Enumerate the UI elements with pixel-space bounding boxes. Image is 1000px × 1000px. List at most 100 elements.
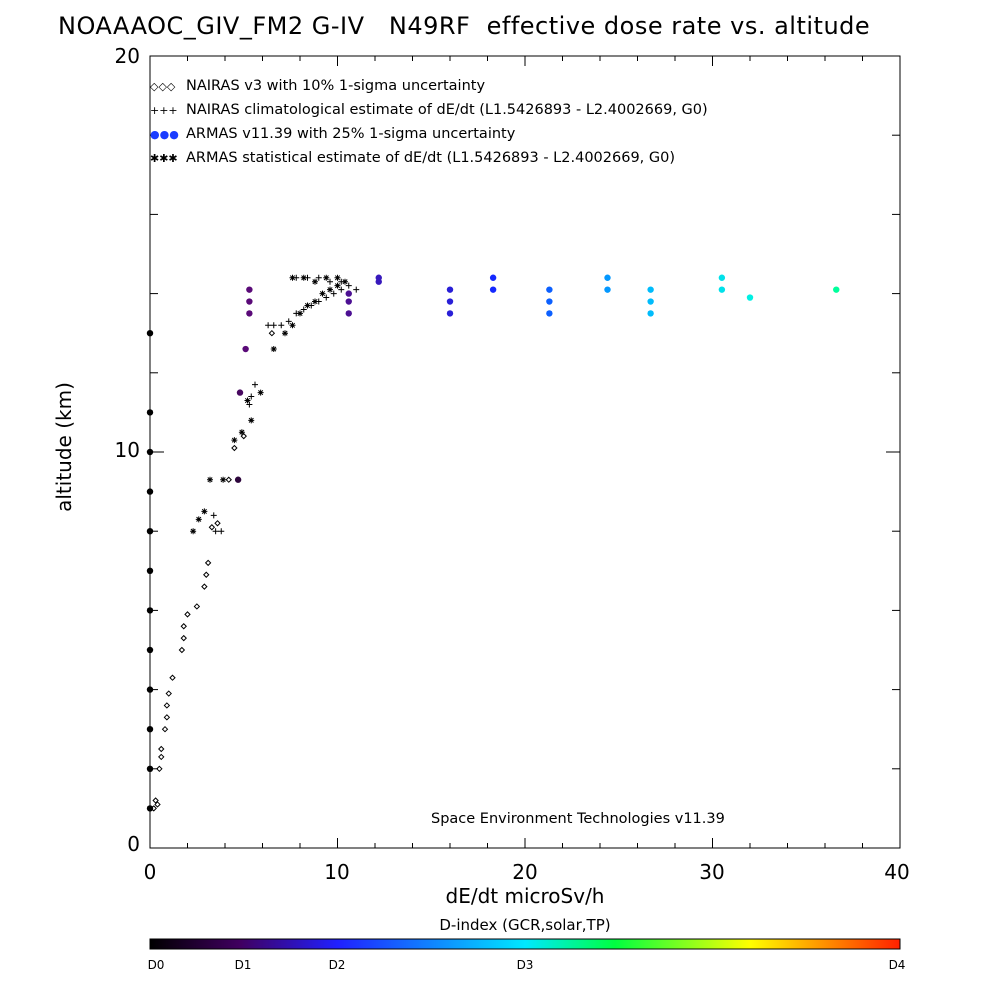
nairas-diamond-point — [231, 444, 238, 452]
y-tick-label: 20 — [114, 44, 140, 68]
armas-dot-point — [246, 298, 253, 305]
armas-dot-point — [647, 286, 654, 293]
armas-dot-point — [146, 488, 154, 495]
armas-dot-point — [718, 274, 726, 281]
nairas-diamond-point — [163, 714, 171, 721]
y-tick-label: 0 — [127, 832, 140, 856]
armas-dot-point — [146, 607, 154, 614]
nairas-diamond-point — [193, 603, 201, 610]
nairas-plus-point — [252, 381, 258, 388]
nairas-diamond-point — [163, 702, 171, 709]
armas-dot-point — [546, 298, 553, 305]
armas-dot-point — [647, 298, 654, 305]
armas-dot-point — [345, 290, 352, 297]
armas-dot-point — [234, 476, 242, 483]
armas-dot-point — [146, 528, 154, 535]
armas-dot-point — [146, 330, 154, 337]
armas-asterisk-point — [231, 437, 238, 444]
nairas-plus-point — [330, 290, 337, 297]
armas-asterisk-point — [201, 508, 208, 515]
y-tick-label: 10 — [114, 438, 140, 462]
nairas-diamond-point — [169, 674, 176, 681]
armas-asterisk-point — [195, 516, 202, 523]
credit-annotation: Space Environment Technologies v11.39 — [431, 811, 725, 827]
armas-asterisk-point — [327, 286, 333, 293]
nairas-diamond-point — [208, 524, 216, 531]
armas-asterisk-point — [257, 389, 264, 396]
nairas-diamond-point — [154, 801, 161, 808]
armas-asterisk-point — [220, 476, 227, 483]
armas-dot-point — [718, 286, 726, 293]
armas-dot-point — [146, 567, 154, 574]
nairas-plus-point — [265, 322, 272, 329]
armas-dot-point — [345, 310, 352, 317]
legend-entry: +++ NAIRAS climatological estimate of dE… — [150, 98, 708, 122]
legend: ◇◇◇ NAIRAS v3 with 10% 1-sigma uncertain… — [150, 74, 708, 170]
armas-asterisk-point — [289, 322, 296, 329]
colorbar-title: D-index (GCR,solar,TP) — [439, 916, 611, 934]
armas-dot-point — [246, 286, 253, 293]
nairas-diamond-point — [203, 571, 210, 578]
armas-dot-point — [375, 274, 382, 281]
nairas-diamond-point — [158, 753, 165, 761]
dot-marker-icon: ●●● — [150, 127, 179, 141]
armas-asterisk-point — [289, 274, 296, 281]
nairas-plus-point — [315, 274, 322, 281]
colorbar-tick-label: D3 — [516, 958, 534, 972]
armas-asterisk-point — [244, 397, 251, 404]
colorbar-tick-label: D0 — [147, 958, 165, 972]
armas-dot-point — [647, 310, 654, 317]
armas-asterisk-point — [248, 417, 255, 424]
nairas-plus-point — [323, 294, 330, 301]
nairas-plus-point — [345, 282, 352, 289]
y-axis-label: altitude (km) — [52, 382, 76, 512]
plus-marker-icon: +++ — [150, 103, 178, 117]
plot-frame — [149, 55, 901, 849]
nairas-diamond-point — [161, 725, 169, 733]
armas-dot-point — [489, 286, 497, 293]
nairas-diamond-point — [152, 797, 159, 804]
armas-asterisk-point — [270, 346, 277, 353]
nairas-diamond-point — [156, 765, 163, 773]
armas-dot-point — [546, 286, 553, 293]
armas-asterisk-point — [312, 298, 318, 305]
x-tick-label: 40 — [884, 860, 910, 884]
armas-dot-point — [236, 389, 244, 396]
x-tick-label: 10 — [324, 860, 350, 884]
armas-dot-point — [146, 409, 154, 416]
nairas-diamond-point — [201, 583, 208, 590]
chart-title: NOAAAOC_GIV_FM2 G-IV N49RF effective dos… — [58, 12, 871, 40]
x-tick-label: 20 — [512, 860, 538, 884]
nairas-diamond-point — [180, 623, 187, 630]
armas-asterisk-point — [238, 429, 245, 436]
colorbar-tick-label: D4 — [888, 958, 906, 972]
legend-entry: ●●● ARMAS v11.39 with 25% 1-sigma uncert… — [150, 122, 708, 146]
legend-entry: ◇◇◇ NAIRAS v3 with 10% 1-sigma uncertain… — [150, 74, 708, 98]
colorbar-tick-label: D2 — [328, 958, 346, 972]
nairas-plus-point — [210, 512, 217, 519]
armas-dot-point — [146, 448, 154, 456]
x-axis-label: dE/dt microSv/h — [445, 884, 605, 908]
armas-asterisk-point — [300, 274, 307, 281]
nairas-plus-point — [212, 528, 219, 535]
armas-dot-point — [489, 274, 497, 281]
diamond-marker-icon: ◇◇◇ — [150, 79, 176, 93]
nairas-plus-point — [327, 278, 333, 285]
nairas-diamond-point — [240, 432, 247, 440]
armas-asterisk-point — [190, 528, 197, 535]
armas-dot-point — [146, 686, 154, 693]
legend-label: ARMAS statistical estimate of dE/dt (L1.… — [186, 150, 676, 166]
nairas-diamond-point — [165, 690, 172, 697]
axis-ticks — [149, 55, 901, 849]
armas-asterisk-point — [342, 278, 348, 285]
armas-asterisk-point — [207, 476, 213, 483]
x-tick-label: 0 — [143, 860, 157, 884]
nairas-plus-point — [248, 393, 255, 400]
nairas-plus-point — [353, 286, 360, 293]
data-marks — [146, 274, 840, 812]
armas-dot-point — [604, 274, 611, 281]
legend-label: NAIRAS v3 with 10% 1-sigma uncertainty — [186, 78, 486, 94]
nairas-diamond-point — [158, 745, 165, 753]
armas-dot-point — [446, 286, 454, 293]
